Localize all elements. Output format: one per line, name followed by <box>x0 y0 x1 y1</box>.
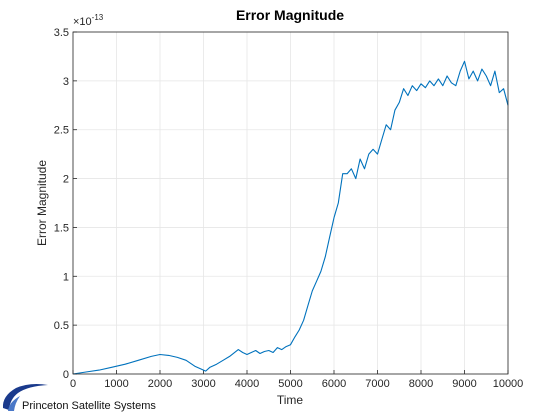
x-axis-label: Time <box>277 393 304 407</box>
chart-title: Error Magnitude <box>236 7 344 23</box>
y-tick-label: 2 <box>63 174 69 186</box>
y-tick-label: 1.5 <box>54 222 69 234</box>
y-tick-label: 0 <box>63 369 69 381</box>
y-tick-label: 1 <box>63 271 69 283</box>
y-axis-label: Error Magnitude <box>35 160 49 246</box>
x-tick-label: 6000 <box>322 378 346 390</box>
x-tick-label: 2000 <box>148 378 172 390</box>
y-exponent: ×10-13 <box>73 13 104 28</box>
x-tick-label: 9000 <box>452 378 476 390</box>
y-exponent-base: ×10 <box>73 16 92 28</box>
y-tick-label: 0.5 <box>54 320 69 332</box>
y-tick-label: 3.5 <box>54 27 69 39</box>
x-tick-label: 1000 <box>104 378 128 390</box>
y-exponent-power: -13 <box>92 13 104 22</box>
x-tick-label: 8000 <box>409 378 433 390</box>
x-tick-label: 7000 <box>365 378 389 390</box>
y-tick-label: 3 <box>63 76 69 88</box>
x-tick-labels: 0 1000 2000 3000 4000 5000 6000 7000 8000 9000 100… <box>70 370 523 390</box>
x-tick-label: 4000 <box>235 378 259 390</box>
x-tick-label: 3000 <box>191 378 215 390</box>
y-tick-label: 2.5 <box>54 125 69 137</box>
x-tick-label: 10000 <box>493 378 524 390</box>
logo-swoosh-icon <box>2 384 48 411</box>
x-tick-label: 0 <box>70 378 76 390</box>
logo-name: Princeton Satellite Systems <box>22 400 156 412</box>
x-tick-label: 5000 <box>278 378 302 390</box>
plot-frame <box>72 31 509 375</box>
error-magnitude-series-line <box>72 60 509 375</box>
